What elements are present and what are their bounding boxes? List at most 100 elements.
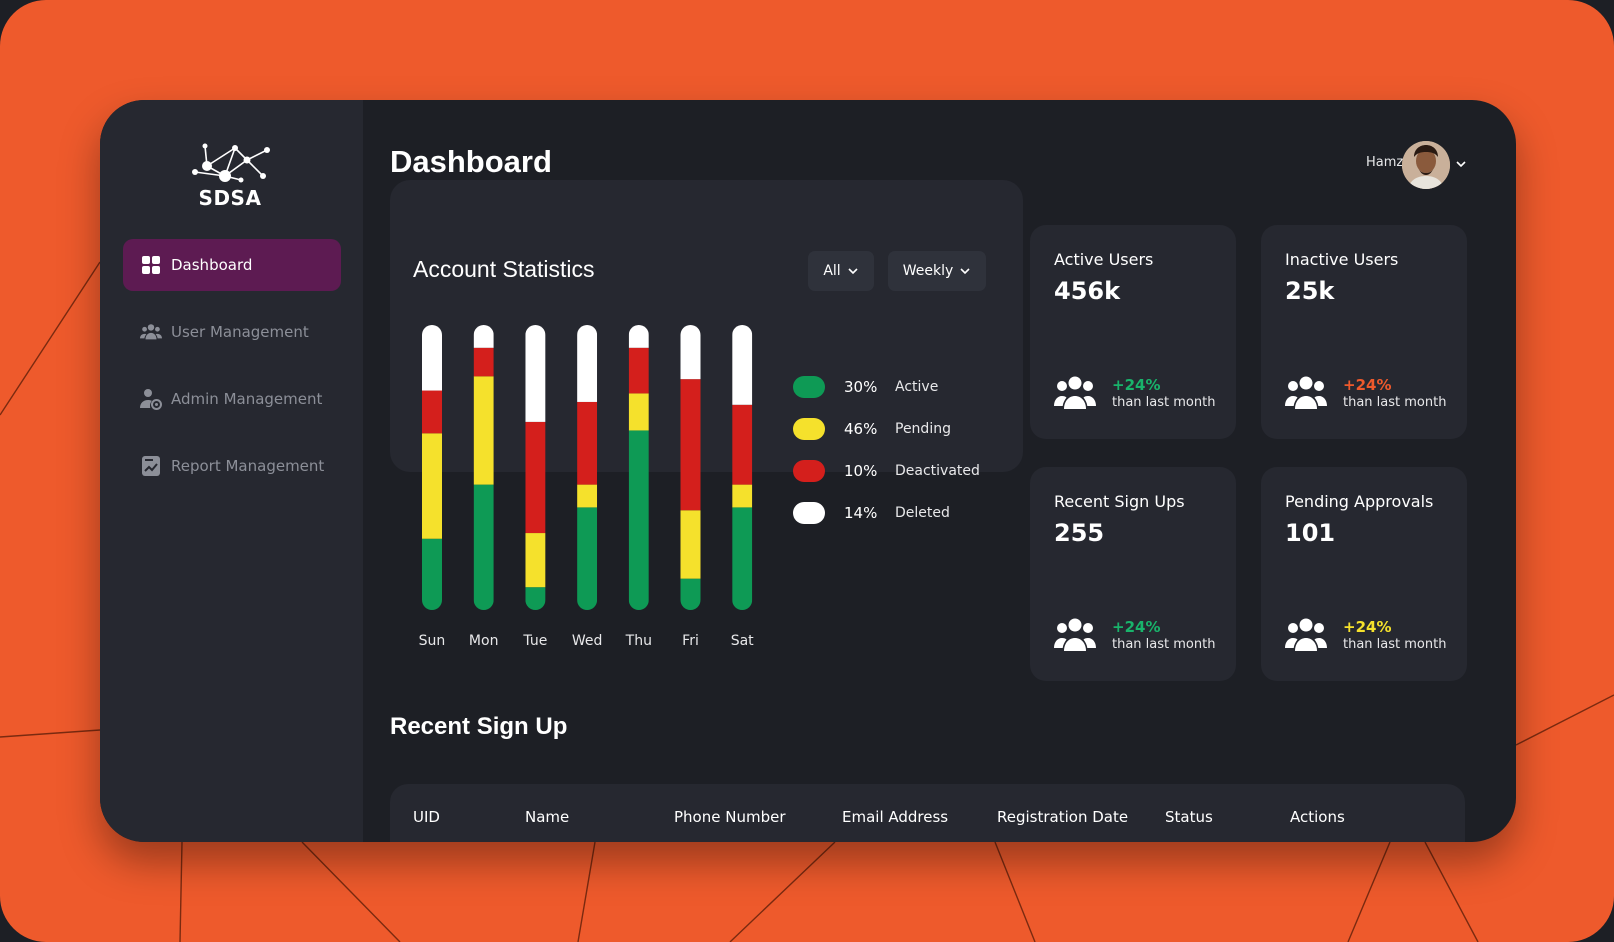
admin-gear-icon [140, 388, 162, 410]
legend-swatch [793, 376, 825, 398]
bar-segment-pending [628, 393, 649, 431]
bar-segment-deactivated [422, 390, 442, 434]
bar-segment-deleted [473, 325, 494, 348]
sidebar-item-label: Admin Management [171, 390, 323, 408]
kpi-subtext: than last month [1343, 395, 1447, 410]
bar-segment-deleted [680, 325, 701, 380]
account-statistics-chart [422, 325, 753, 610]
x-axis-tick-label: Sat [730, 633, 754, 649]
column-header-email[interactable]: Email Address [842, 808, 949, 826]
chevron-down-icon [848, 268, 858, 275]
sidebar-item-label: User Management [171, 323, 309, 341]
kpi-card-active-users[interactable]: Active Users 456k +24% than last month [1030, 225, 1236, 439]
column-header-name[interactable]: Name [525, 808, 570, 826]
kpi-card-pending-approvals[interactable]: Pending Approvals 101 +24% than last mon… [1261, 467, 1467, 681]
bar-segment-deleted [577, 325, 598, 402]
kpi-card-inactive-users[interactable]: Inactive Users 25k +24% than last month [1261, 225, 1467, 439]
recent-sign-up-title: Recent Sign Up [390, 713, 568, 740]
bar-fri [680, 325, 701, 610]
kpi-change: +24% [1112, 376, 1161, 394]
kpi-title: Inactive Users [1285, 250, 1399, 269]
bar-segment-deleted [525, 325, 546, 422]
bar-segment-active [628, 430, 649, 610]
users-group-icon [1054, 618, 1096, 651]
grid-icon [140, 254, 162, 276]
x-axis-tick-label: Thu [625, 633, 652, 649]
bar-segment-deactivated [680, 379, 701, 511]
kpi-subtext: than last month [1112, 395, 1216, 410]
kpi-change: +24% [1112, 618, 1161, 636]
legend-label: Deleted [895, 505, 950, 521]
legend-label: Pending [895, 421, 951, 437]
column-header-registration-date[interactable]: Registration Date [997, 808, 1129, 826]
kpi-subtext: than last month [1112, 637, 1216, 652]
x-axis-tick-label: Fri [682, 633, 699, 649]
bar-segment-deactivated [473, 347, 494, 377]
users-group-icon [1285, 376, 1327, 409]
sidebar-item-user-management[interactable]: User Management [123, 306, 341, 358]
x-axis-tick-label: Sun [418, 633, 446, 649]
bar-sun [422, 325, 442, 610]
app-window: SDSA Dashboard User Management Admin Man… [100, 100, 1516, 842]
kpi-subtext: than last month [1343, 637, 1447, 652]
brand-name: SDSA [198, 186, 262, 210]
bar-mon [473, 325, 494, 610]
bar-segment-deactivated [525, 421, 546, 534]
chevron-down-icon [960, 268, 970, 275]
sidebar-item-admin-management[interactable]: Admin Management [123, 373, 341, 425]
kpi-change: +24% [1343, 618, 1392, 636]
bar-segment-active [525, 587, 546, 610]
report-icon [140, 455, 162, 477]
users-group-icon [1285, 618, 1327, 651]
sidebar: SDSA Dashboard User Management Admin Man… [100, 100, 363, 842]
column-header-uid[interactable]: UID [413, 808, 440, 826]
account-statistics-title: Account Statistics [413, 256, 595, 282]
bar-thu [628, 325, 649, 610]
kpi-value: 101 [1285, 519, 1336, 547]
filter-all-dropdown[interactable]: All [808, 251, 874, 291]
filter-period-dropdown[interactable]: Weekly [888, 251, 986, 291]
bar-segment-deactivated [577, 401, 598, 485]
user-name[interactable]: Hamza [1366, 155, 1406, 170]
bar-segment-deleted [732, 325, 753, 405]
bar-segment-active [680, 578, 701, 610]
bar-segment-active [473, 484, 494, 610]
users-group-icon [1054, 376, 1096, 409]
bar-segment-deleted [628, 325, 649, 348]
main-content: Dashboard Hamza Account Statistics All [363, 100, 1516, 842]
x-axis-tick-label: Tue [523, 633, 548, 649]
column-header-status[interactable]: Status [1165, 808, 1213, 826]
legend-percent: 14% [844, 504, 878, 522]
legend-item-deleted: 14% Deleted [793, 501, 950, 525]
kpi-card-recent-sign-ups[interactable]: Recent Sign Ups 255 +24% than last month [1030, 467, 1236, 681]
x-axis-tick-label: Mon [468, 633, 499, 649]
bar-segment-pending [525, 533, 546, 588]
bar-segment-deactivated [628, 347, 649, 394]
legend-percent: 46% [844, 420, 878, 438]
kpi-change: +24% [1343, 376, 1392, 394]
kpi-title: Active Users [1054, 250, 1154, 269]
bar-segment-pending [577, 484, 598, 508]
legend-label: Deactivated [895, 463, 980, 479]
sidebar-item-label: Dashboard [171, 256, 253, 274]
users-icon [140, 321, 162, 343]
bar-sat [732, 325, 753, 610]
bar-segment-pending [732, 484, 753, 508]
kpi-value: 255 [1054, 519, 1105, 547]
column-header-actions[interactable]: Actions [1290, 808, 1345, 826]
filter-all-label: All [823, 263, 841, 279]
bar-wed [577, 325, 598, 610]
column-header-phone[interactable]: Phone Number [674, 808, 786, 826]
legend-swatch [793, 460, 825, 482]
kpi-value: 456k [1054, 277, 1121, 305]
sidebar-item-dashboard[interactable]: Dashboard [123, 239, 341, 291]
bar-segment-active [577, 507, 598, 610]
bar-segment-deleted [422, 325, 442, 391]
avatar[interactable] [1402, 141, 1450, 189]
legend-label: Active [895, 379, 939, 395]
legend-item-pending: 46% Pending [793, 417, 951, 441]
page-title: Dashboard [390, 144, 552, 179]
sidebar-item-report-management[interactable]: Report Management [123, 440, 341, 492]
chevron-down-icon[interactable] [1454, 157, 1468, 171]
